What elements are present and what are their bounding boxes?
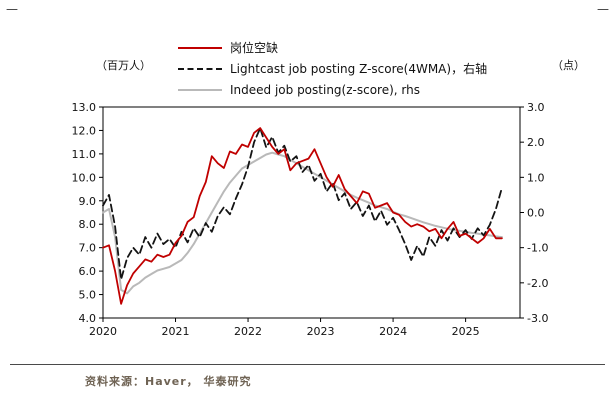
red-solid-line-icon (178, 46, 222, 49)
svg-text:2.0: 2.0 (527, 136, 545, 149)
svg-text:-1.0: -1.0 (527, 242, 548, 255)
svg-text:7.0: 7.0 (79, 242, 97, 255)
legend-item-job-vacancies: 岗位空缺 (178, 40, 487, 55)
page-corner-mark-right: — (597, 2, 609, 16)
gray-solid-line-icon (178, 88, 222, 91)
svg-text:2022: 2022 (234, 325, 262, 338)
legend-label-lightcast: Lightcast job posting Z-score(4WMA)，右轴 (230, 62, 488, 76)
svg-text:5.0: 5.0 (79, 289, 97, 302)
left-axis-unit-label: （百万人） (96, 59, 151, 72)
svg-text:10.0: 10.0 (72, 171, 97, 184)
footer-divider (10, 364, 605, 365)
legend-label-indeed: Indeed job posting(z-score), rhs (230, 82, 420, 97)
svg-text:12.0: 12.0 (72, 124, 97, 137)
legend-item-indeed: Indeed job posting(z-score), rhs (178, 82, 487, 97)
svg-text:3.0: 3.0 (527, 101, 545, 114)
page-corner-mark-left: — (6, 2, 18, 16)
black-dashed-line-icon (178, 67, 222, 70)
svg-text:-2.0: -2.0 (527, 277, 548, 290)
svg-text:4.0: 4.0 (79, 312, 97, 325)
source-text: 资料来源：Haver， 华泰研究 (85, 375, 252, 388)
svg-text:1.0: 1.0 (527, 171, 545, 184)
legend-item-lightcast: Lightcast job posting Z-score(4WMA)，右轴 (178, 61, 487, 76)
svg-text:11.0: 11.0 (72, 148, 97, 161)
chart-legend: 岗位空缺 Lightcast job posting Z-score(4WMA)… (178, 40, 487, 97)
right-axis-unit-label: （点） (552, 59, 585, 72)
legend-label-job-vacancies: 岗位空缺 (230, 41, 279, 55)
svg-text:2024: 2024 (379, 325, 407, 338)
svg-text:0.0: 0.0 (527, 207, 545, 220)
svg-text:6.0: 6.0 (79, 265, 97, 278)
svg-text:9.0: 9.0 (79, 195, 97, 208)
svg-text:8.0: 8.0 (79, 218, 97, 231)
svg-text:2021: 2021 (162, 325, 190, 338)
svg-text:13.0: 13.0 (72, 101, 97, 114)
svg-text:2020: 2020 (89, 325, 117, 338)
svg-text:2023: 2023 (307, 325, 335, 338)
svg-text:-3.0: -3.0 (527, 312, 548, 325)
svg-text:2025: 2025 (452, 325, 480, 338)
